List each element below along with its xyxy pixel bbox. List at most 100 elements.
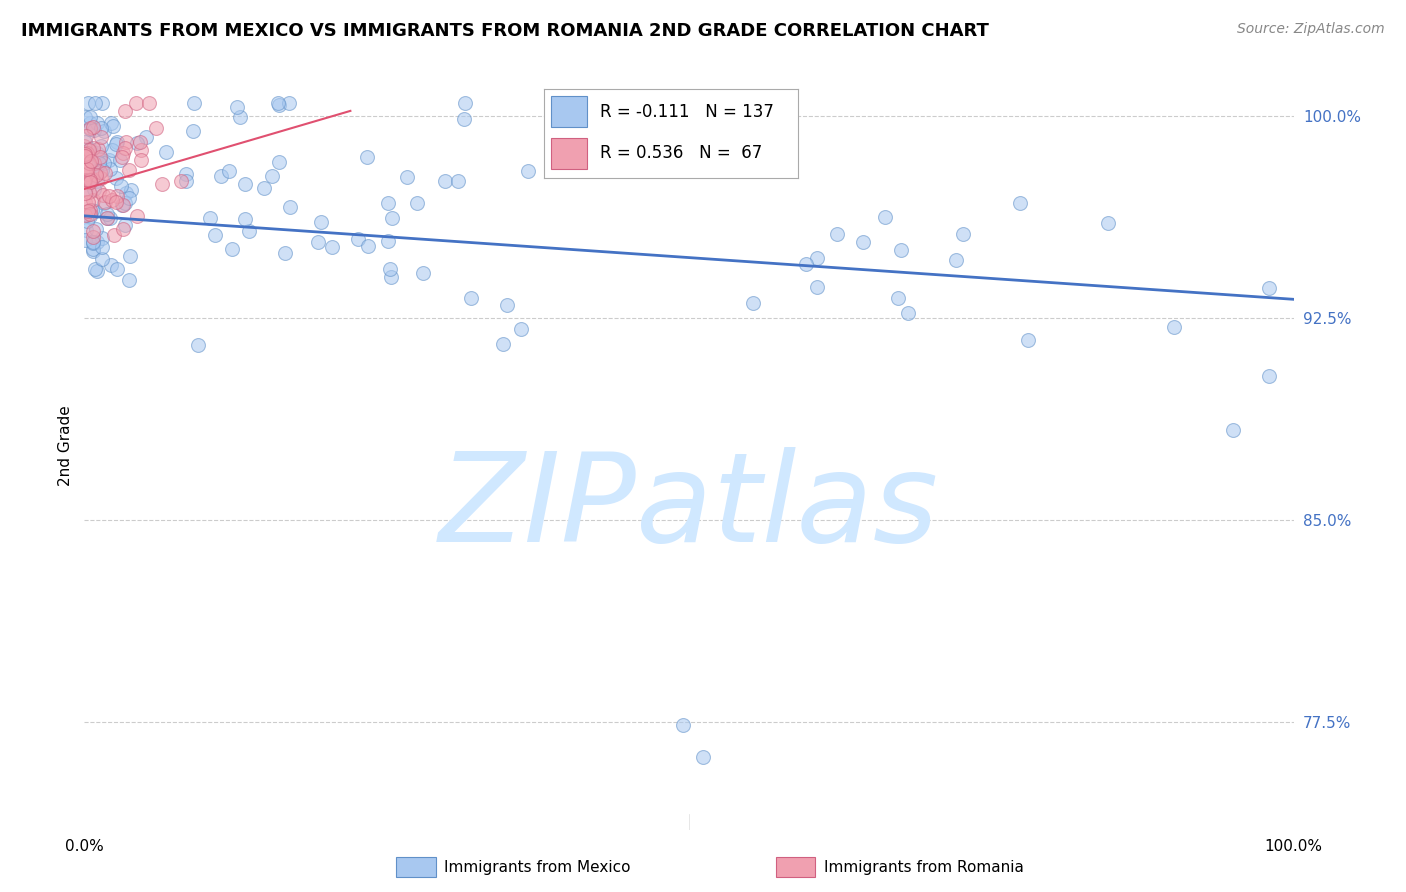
Point <box>321 240 343 254</box>
Point <box>79 121 101 136</box>
Point <box>100 116 122 130</box>
Point <box>135 129 157 144</box>
Point <box>76 161 98 176</box>
Point <box>96 211 118 225</box>
Point <box>794 257 817 271</box>
Point <box>97 189 120 203</box>
Point <box>94 194 117 209</box>
Point <box>150 178 173 192</box>
Point <box>692 750 714 764</box>
Point <box>111 198 134 212</box>
Point <box>890 244 912 258</box>
Point <box>516 164 538 178</box>
Point <box>93 124 115 138</box>
Point <box>82 193 104 207</box>
Point <box>94 166 117 180</box>
Point <box>75 223 97 237</box>
Point <box>79 175 101 189</box>
Point <box>77 203 100 218</box>
Point <box>83 156 105 170</box>
Point <box>73 135 96 149</box>
Point <box>114 103 136 118</box>
Point <box>1163 319 1185 334</box>
Point <box>105 188 128 202</box>
Point <box>187 338 209 352</box>
Point <box>82 230 104 244</box>
Point <box>138 95 160 110</box>
Point <box>1097 216 1119 230</box>
Point <box>225 100 247 114</box>
Y-axis label: 2nd Grade: 2nd Grade <box>58 406 73 486</box>
Point <box>262 169 284 183</box>
Point <box>218 164 240 178</box>
Point <box>76 148 98 162</box>
Point <box>886 291 908 305</box>
Point <box>75 145 97 160</box>
Point <box>98 162 121 177</box>
Point <box>198 211 221 225</box>
Point <box>90 121 112 136</box>
Point <box>91 240 114 254</box>
Point <box>90 230 112 244</box>
Point <box>77 176 100 190</box>
Point <box>76 95 98 110</box>
Point <box>433 174 456 188</box>
Point <box>96 207 118 221</box>
Point <box>79 209 101 223</box>
Point <box>120 249 142 263</box>
Point <box>86 264 108 278</box>
Point <box>228 110 250 124</box>
Point <box>806 251 828 265</box>
Point <box>77 194 100 209</box>
Text: Immigrants from Mexico: Immigrants from Mexico <box>444 860 631 874</box>
Point <box>115 186 138 201</box>
Point <box>90 129 112 144</box>
Point <box>80 171 103 186</box>
Point <box>253 181 276 195</box>
Point <box>125 95 148 110</box>
Point <box>111 222 134 236</box>
Point <box>741 296 763 310</box>
Point <box>84 164 107 178</box>
Point <box>89 155 111 169</box>
Point <box>73 139 96 153</box>
Point <box>118 273 141 287</box>
Point <box>82 235 104 249</box>
Point <box>83 95 105 110</box>
Point <box>103 228 125 243</box>
Point <box>852 235 875 249</box>
Point <box>118 163 141 178</box>
Point <box>897 306 920 320</box>
Point <box>89 165 111 179</box>
Point <box>170 173 193 187</box>
Point <box>174 167 197 181</box>
Point <box>380 270 402 285</box>
Point <box>131 143 153 157</box>
Point <box>447 173 470 187</box>
Point <box>233 177 256 191</box>
Point <box>492 336 515 351</box>
Point <box>79 156 101 170</box>
Point <box>75 110 97 124</box>
Point <box>120 183 142 197</box>
Point <box>79 116 101 130</box>
Point <box>377 196 399 211</box>
Point <box>754 117 776 131</box>
Point <box>233 212 256 227</box>
Point <box>806 280 828 294</box>
Point <box>82 242 104 256</box>
Point <box>105 195 128 210</box>
Point <box>453 112 475 126</box>
Point <box>945 253 967 268</box>
Point <box>73 208 96 222</box>
Point <box>155 145 177 160</box>
Point <box>875 210 897 224</box>
Point <box>100 259 122 273</box>
Point <box>93 156 115 170</box>
Point <box>356 150 378 164</box>
Point <box>82 224 104 238</box>
Point <box>380 262 402 277</box>
Point <box>76 167 98 181</box>
Point <box>73 194 96 209</box>
Point <box>79 207 101 221</box>
